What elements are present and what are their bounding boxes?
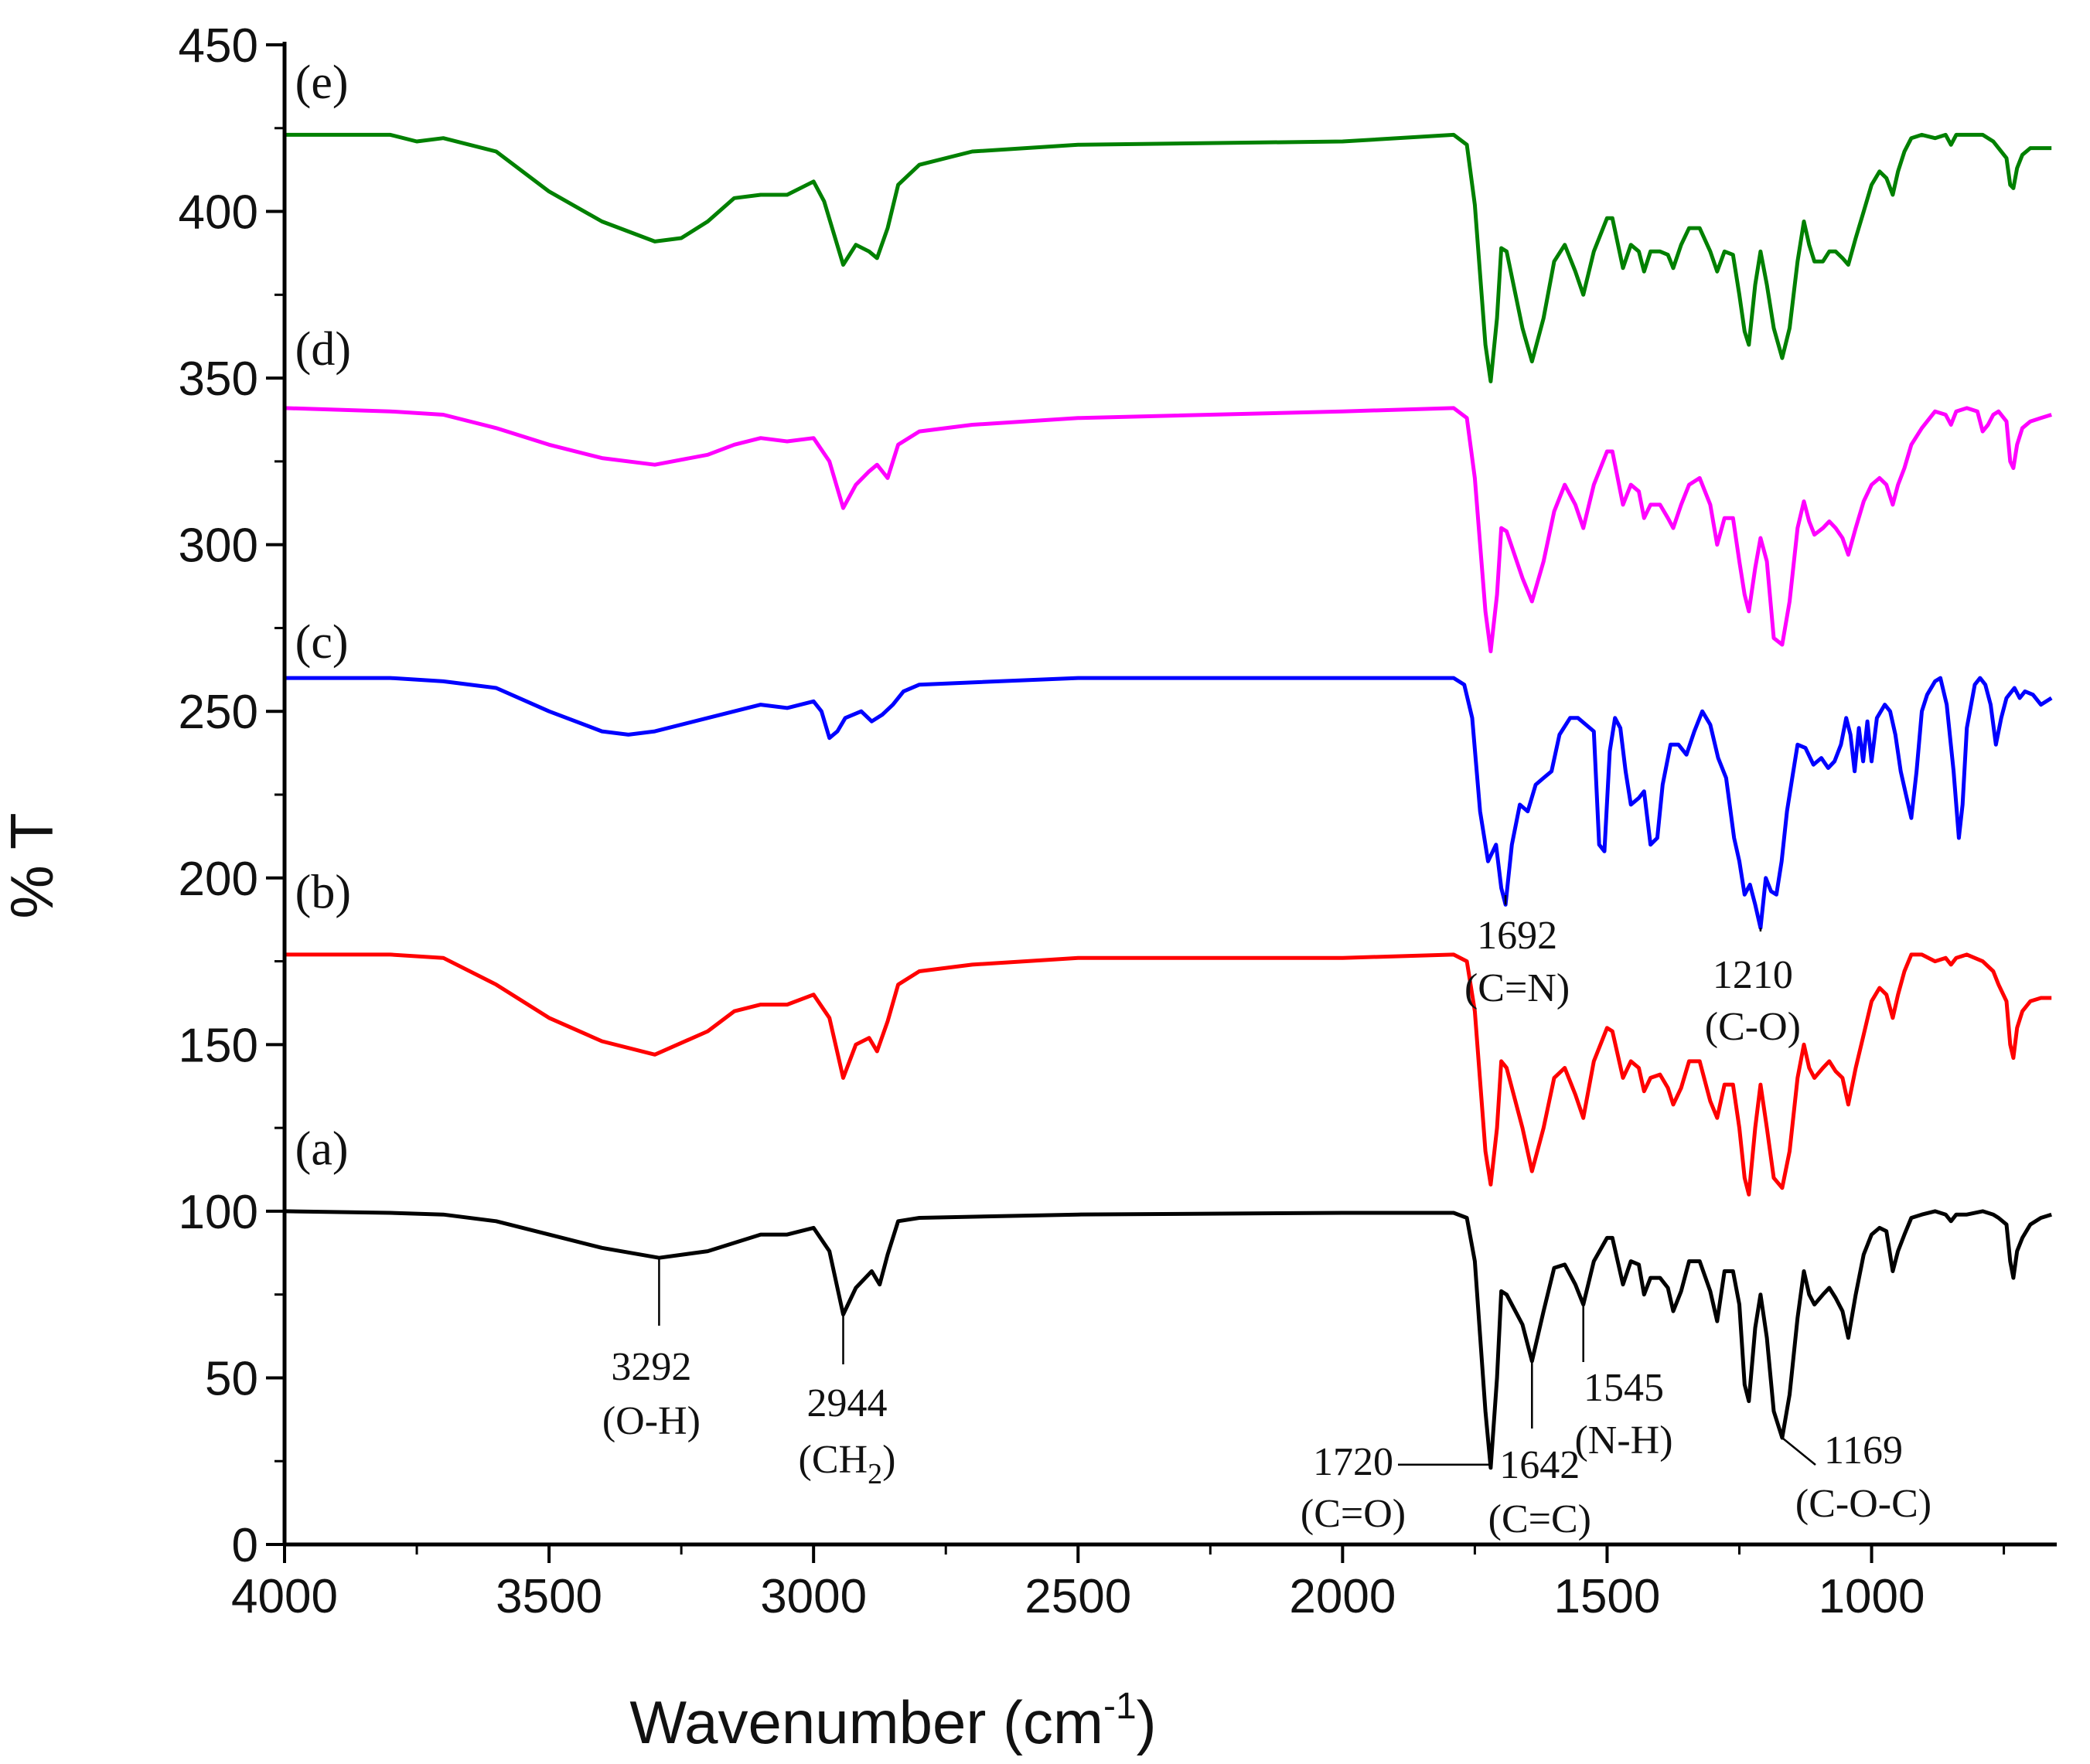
- y-tick-label: 150: [179, 1019, 258, 1072]
- y-tick-label: 450: [179, 19, 258, 73]
- x-axis-title-sup: -1: [1103, 1686, 1137, 1727]
- peak-label-3292: 3292: [611, 1345, 691, 1389]
- series-line-1: [285, 952, 2052, 1197]
- x-axis-title: Wavenumber (cm-1): [629, 1686, 1156, 1756]
- peak-label-1642: 1642: [1499, 1443, 1580, 1487]
- peak-group-1692: (C=N): [1464, 966, 1570, 1010]
- y-tick-label: 50: [205, 1352, 258, 1405]
- peak-label-1210: 1210: [1713, 953, 1793, 997]
- peak-group-1169: (C-O-C): [1795, 1482, 1931, 1526]
- series-line-3: [284, 406, 2052, 654]
- series-layer: (a) (b) (c) (d) (e): [284, 56, 2053, 1470]
- x-tick-label: 1500: [1553, 1570, 1660, 1623]
- series-label-1: (b): [295, 867, 351, 919]
- peak-label-2944: 2944: [806, 1381, 887, 1425]
- series-line-0: [284, 1209, 2052, 1470]
- annotation-layer: 3292 (O-H) 2944 (CH2) 1720 (C=O) 1642 (C=C) 1545…: [602, 895, 1931, 1541]
- x-tick-label: 3500: [496, 1570, 602, 1623]
- y-tick-label: 200: [179, 853, 258, 906]
- x-axis-title-close: ): [1137, 1688, 1157, 1756]
- peak-label-1545: 1545: [1584, 1366, 1664, 1410]
- peak-leader-1169: [1781, 1437, 1816, 1466]
- axes-layer: 0 50 100 150 200 250 300 350 400 450 4000 3500 3000 2…: [179, 19, 2057, 1623]
- x-axis-title-main: Wavenumber (cm: [629, 1688, 1103, 1756]
- peak-group-1210: (C-O): [1705, 1005, 1801, 1049]
- y-axis-title: % T: [0, 812, 66, 918]
- peak-group-1545: (N-H): [1574, 1418, 1672, 1463]
- x-tick-label: 2000: [1289, 1570, 1396, 1623]
- peak-group-1642: (C=C): [1488, 1497, 1591, 1541]
- peak-label-1720: 1720: [1313, 1440, 1393, 1484]
- y-tick-label: 300: [179, 519, 258, 573]
- peak-group-3292: (O-H): [602, 1399, 701, 1443]
- y-tick-label: 350: [179, 352, 258, 406]
- series-line-2: [285, 676, 2053, 930]
- series-label-4: (e): [295, 56, 349, 109]
- series-label-0: (a): [295, 1123, 349, 1176]
- peak-label-1169: 1169: [1824, 1429, 1903, 1473]
- peak-group-2944: (CH2): [799, 1438, 896, 1490]
- y-tick-label: 0: [232, 1519, 258, 1572]
- x-tick-label: 4000: [231, 1570, 338, 1623]
- y-tick-label: 400: [179, 186, 258, 240]
- series-label-2: (c): [295, 616, 349, 669]
- y-tick-label: 100: [179, 1186, 258, 1239]
- x-tick-label: 3000: [760, 1570, 867, 1623]
- series-line-4: [285, 132, 2052, 383]
- x-tick-label: 1000: [1819, 1570, 1925, 1623]
- peak-group-1720: (C=O): [1301, 1492, 1406, 1536]
- y-tick-label: 250: [179, 686, 258, 739]
- x-tick-label: 2500: [1025, 1570, 1131, 1623]
- series-label-3: (d): [295, 323, 351, 376]
- peak-label-1692: 1692: [1477, 914, 1557, 958]
